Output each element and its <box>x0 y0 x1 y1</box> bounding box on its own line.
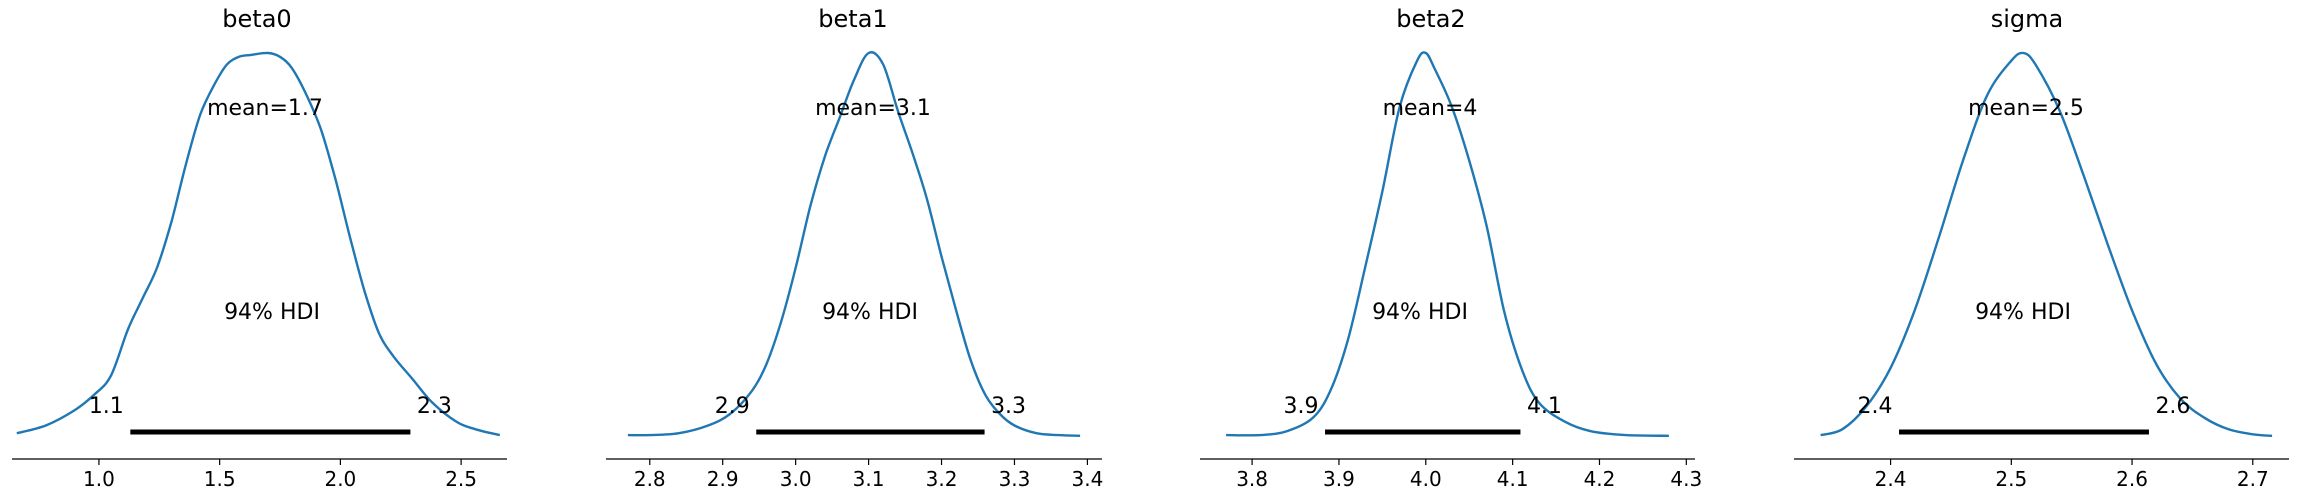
panel-title: beta0 <box>222 5 291 33</box>
panel-title: beta2 <box>1396 5 1465 33</box>
hdi-label: 94% HDI <box>224 300 320 325</box>
x-axis-ticks: 1.0 1.5 2.0 2.5 <box>83 459 477 491</box>
x-tick-label: 1.0 <box>83 467 115 491</box>
panel-beta2: beta2 mean=4 94% HDI 3.9 4.1 3.8 3.9 4.0 4.… <box>1200 5 1702 491</box>
x-tick-label: 2.4 <box>1875 467 1907 491</box>
x-tick-label: 3.9 <box>1323 467 1355 491</box>
x-axis-ticks: 3.8 3.9 4.0 4.1 4.2 4.3 <box>1236 459 1702 491</box>
x-tick-label: 4.2 <box>1584 467 1616 491</box>
x-axis-ticks: 2.8 2.9 3.0 3.1 3.2 3.3 3.4 <box>634 459 1103 491</box>
hdi-high-label: 2.3 <box>417 394 452 419</box>
hdi-low-label: 2.9 <box>715 394 750 419</box>
x-tick-label: 3.0 <box>780 467 812 491</box>
hdi-high-label: 4.1 <box>1527 394 1562 419</box>
hdi-label: 94% HDI <box>1372 300 1468 325</box>
x-tick-label: 2.9 <box>707 467 739 491</box>
x-tick-label: 4.0 <box>1410 467 1442 491</box>
x-axis-ticks: 2.4 2.5 2.6 2.7 <box>1875 459 2269 491</box>
panel-beta0: beta0 mean=1.7 94% HDI 1.1 2.3 1.0 1.5 2.0… <box>12 5 507 491</box>
x-tick-label: 3.8 <box>1236 467 1268 491</box>
hdi-high-label: 2.6 <box>2155 394 2190 419</box>
x-tick-label: 4.1 <box>1497 467 1529 491</box>
hdi-low-label: 1.1 <box>89 394 124 419</box>
x-tick-label: 2.6 <box>2116 467 2148 491</box>
x-tick-label: 2.5 <box>1995 467 2027 491</box>
x-tick-label: 3.2 <box>926 467 958 491</box>
kde-line <box>16 51 501 437</box>
hdi-low-label: 3.9 <box>1284 394 1319 419</box>
x-tick-label: 2.8 <box>634 467 666 491</box>
kde-line <box>1820 51 2273 437</box>
x-tick-label: 2.5 <box>445 467 477 491</box>
mean-label: mean=3.1 <box>815 96 931 121</box>
hdi-label: 94% HDI <box>1975 300 2071 325</box>
x-tick-label: 2.7 <box>2237 467 2269 491</box>
hdi-high-label: 3.3 <box>991 394 1026 419</box>
hdi-low-label: 2.4 <box>1858 394 1893 419</box>
x-tick-label: 4.3 <box>1670 467 1702 491</box>
panel-sigma: sigma mean=2.5 94% HDI 2.4 2.6 2.4 2.5 2.6… <box>1794 5 2289 491</box>
x-tick-label: 3.3 <box>999 467 1031 491</box>
x-tick-label: 3.4 <box>1072 467 1104 491</box>
hdi-label: 94% HDI <box>822 300 918 325</box>
x-tick-label: 2.0 <box>324 467 356 491</box>
panel-title: sigma <box>1991 5 2064 33</box>
x-tick-label: 1.5 <box>204 467 236 491</box>
mean-label: mean=1.7 <box>207 96 323 121</box>
kde-line <box>627 51 1081 437</box>
panel-title: beta1 <box>818 5 887 33</box>
mean-label: mean=4 <box>1383 96 1478 121</box>
x-tick-label: 3.1 <box>853 467 885 491</box>
mean-label: mean=2.5 <box>1968 96 2084 121</box>
kde-line <box>1226 51 1669 437</box>
panel-beta1: beta1 mean=3.1 94% HDI 2.9 3.3 2.8 2.9 3.0… <box>606 5 1103 491</box>
